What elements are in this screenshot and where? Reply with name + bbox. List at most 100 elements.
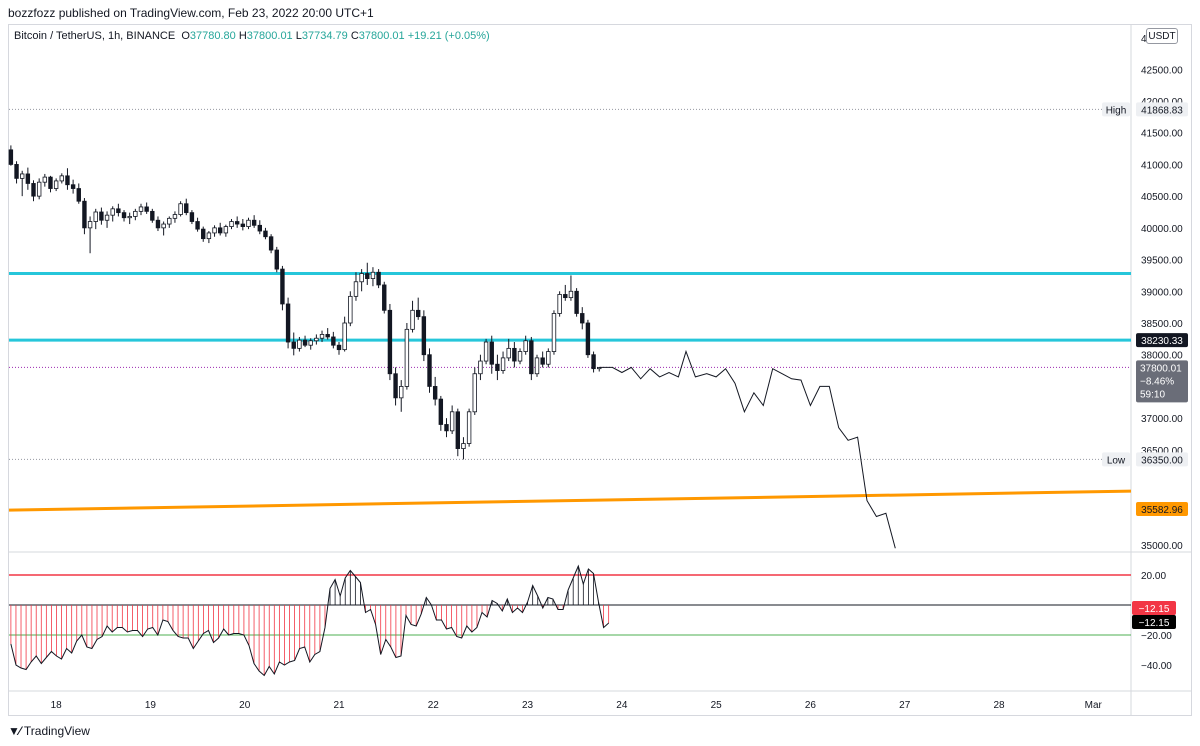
candle: [127, 216, 132, 219]
price-tick-label: 36500.00: [1141, 446, 1183, 457]
price-tick-label: 40000.00: [1141, 224, 1183, 235]
time-tick-label: 27: [899, 700, 911, 711]
candle: [376, 271, 381, 286]
candle: [574, 290, 579, 314]
price-tick-label: 4: [1141, 34, 1147, 45]
candle: [557, 294, 562, 314]
candle: [42, 176, 48, 183]
candle: [184, 203, 189, 214]
candle: [251, 219, 257, 226]
candle: [427, 354, 432, 387]
candle: [206, 232, 212, 240]
candle: [534, 357, 540, 375]
candle: [172, 214, 178, 219]
price-tick-label: 41500.00: [1141, 129, 1183, 140]
candle: [348, 295, 353, 324]
close-label: C: [350, 30, 359, 42]
publish-info: bozzfozz published on TradingView.com, F…: [8, 6, 374, 20]
price-tick-label: 41000.00: [1141, 160, 1183, 171]
change-value: +19.21 (+0.05%): [407, 30, 490, 42]
price-tick-label: 37000.00: [1141, 414, 1183, 425]
candle: [551, 313, 557, 352]
low-value-label: 36350.00: [1141, 455, 1183, 466]
candle: [393, 373, 398, 399]
low-tag-bg: [1102, 452, 1130, 467]
candle: [280, 268, 285, 305]
high-value-label: 41868.83: [1141, 105, 1183, 116]
candle: [319, 334, 325, 339]
close-value: 37800.01: [358, 30, 405, 42]
time-tick-label: 25: [711, 700, 723, 711]
candle: [138, 206, 144, 212]
candle: [387, 309, 393, 375]
osc-value-label: −12.15: [1139, 604, 1170, 615]
time-tick-label: 22: [428, 700, 440, 711]
candle: [415, 309, 421, 318]
osc-value-label-bg: [1132, 601, 1176, 615]
candle: [167, 217, 172, 225]
osc-line: [10, 564, 610, 677]
candle: [268, 236, 274, 251]
candle: [229, 221, 234, 227]
candle: [331, 336, 336, 346]
candle: [217, 227, 223, 234]
time-tick-label: 26: [805, 700, 817, 711]
candle: [144, 206, 149, 212]
low-value-label-bg: [1136, 452, 1188, 467]
candle: [263, 230, 268, 238]
candle: [223, 226, 229, 234]
candle: [540, 357, 545, 365]
candle: [455, 411, 460, 449]
open-value: 37780.80: [189, 30, 236, 42]
candle: [302, 339, 308, 346]
level-value-label-bg: [1136, 333, 1188, 348]
candle: [517, 351, 523, 362]
high-tag-bg: [1102, 102, 1130, 117]
osc-tick-label: 20.00: [1141, 571, 1166, 582]
oscillator-layer: [9, 564, 1131, 677]
currency-button[interactable]: USDT: [1146, 28, 1178, 44]
time-axis: 18 19 20 21 22 23 24 25 26 27 28 Mar: [51, 700, 1103, 711]
publish-bar: bozzfozz published on TradingView.com, F…: [0, 0, 1200, 24]
time-tick-label: 21: [333, 700, 345, 711]
osc-value-label-2-bg: [1132, 615, 1176, 629]
candle: [178, 203, 183, 215]
symbol-title: Bitcoin / TetherUS, 1h, BINANCE: [14, 30, 176, 42]
candle: [461, 443, 466, 449]
open-label: O: [181, 30, 190, 42]
candle: [478, 360, 483, 375]
candle: [161, 223, 166, 229]
candle: [370, 271, 376, 279]
candle: [99, 211, 104, 221]
candle: [585, 322, 591, 356]
trend-value-label: 35582.96: [1141, 505, 1183, 516]
candle: [87, 221, 93, 229]
candle: [53, 180, 59, 189]
candle: [116, 208, 121, 214]
candle: [466, 411, 472, 444]
candle: [104, 214, 110, 221]
candle: [365, 273, 370, 280]
price-axis: 42500.0042000.0041500.0041000.0040500.00…: [1141, 34, 1183, 672]
candle: [314, 337, 319, 342]
candle: [8, 149, 14, 165]
candle: [246, 219, 251, 227]
last-price-bg: [1136, 360, 1188, 403]
candle: [399, 386, 404, 399]
candle: [382, 284, 387, 311]
footer: ▼⁄ TradingView: [8, 722, 90, 740]
high-value: 37800.01: [246, 30, 293, 42]
price-tick-label: 40500.00: [1141, 192, 1183, 203]
candle: [444, 424, 449, 432]
price-labels: High 41868.83 Low 36350.00 38230.33 37800.01 −…: [1102, 102, 1188, 629]
candle: [325, 334, 330, 338]
trend-value-label-bg: [1136, 502, 1188, 517]
candle: [155, 219, 161, 229]
candle: [410, 309, 415, 330]
price-tick-label: 42500.00: [1141, 65, 1183, 76]
candles-layer: [8, 145, 602, 460]
tradingview-logo-icon: ▼⁄: [8, 724, 21, 738]
candle: [285, 303, 291, 343]
candle: [404, 328, 410, 387]
